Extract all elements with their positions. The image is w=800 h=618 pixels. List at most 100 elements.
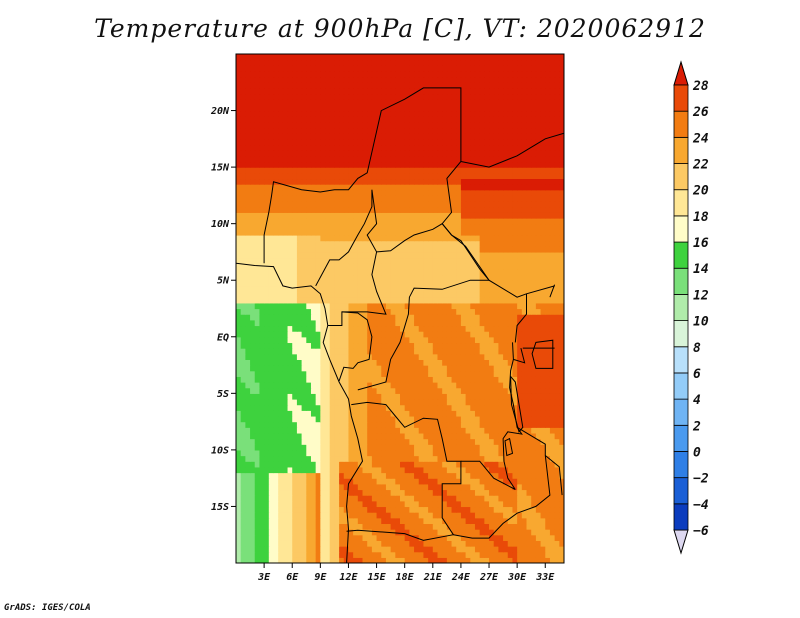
temperature-cell (521, 172, 528, 180)
temperature-cell (503, 189, 509, 196)
temperature-cell (400, 483, 406, 491)
temperature-cell (245, 206, 251, 213)
temperature-cell (390, 234, 396, 242)
temperature-cell (301, 495, 307, 502)
temperature-cell (376, 472, 382, 479)
temperature-cell (517, 472, 523, 479)
temperature-cell (320, 246, 326, 253)
temperature-cell (343, 348, 350, 355)
temperature-cell (484, 172, 490, 180)
temperature-cell (240, 359, 246, 366)
temperature-cell (259, 376, 265, 383)
temperature-cell (236, 342, 242, 349)
temperature-cell (385, 229, 392, 236)
temperature-cell (353, 529, 359, 536)
temperature-cell (423, 432, 429, 440)
temperature-cell (554, 382, 560, 389)
temperature-cell (549, 483, 556, 491)
temperature-cell (540, 268, 546, 276)
temperature-cell (325, 546, 331, 553)
temperature-cell (250, 325, 256, 332)
temperature-cell (343, 331, 350, 338)
temperature-cell (535, 189, 542, 196)
temperature-cell (334, 415, 340, 423)
temperature-cell (531, 472, 537, 479)
temperature-cell (245, 251, 251, 259)
temperature-cell (385, 223, 392, 230)
temperature-cell (273, 540, 279, 547)
temperature-cell (310, 348, 317, 355)
temperature-cell (531, 218, 537, 225)
temperature-cell (414, 348, 420, 355)
temperature-cell (357, 280, 364, 287)
temperature-cell (315, 240, 321, 247)
temperature-cell (385, 478, 392, 485)
temperature-cell (236, 432, 242, 440)
temperature-cell (493, 251, 499, 259)
temperature-cell (484, 529, 490, 536)
temperature-cell (268, 489, 275, 496)
temperature-cell (400, 314, 406, 321)
temperature-cell (470, 551, 476, 558)
temperature-cell (442, 365, 448, 372)
temperature-cell (301, 342, 307, 349)
temperature-cell (301, 331, 307, 338)
temperature-cell (292, 410, 298, 417)
temperature-cell (489, 523, 495, 530)
temperature-cell (357, 184, 364, 191)
temperature-cell (264, 167, 270, 174)
temperature-cell (442, 404, 448, 411)
temperature-cell (348, 393, 354, 400)
temperature-cell (278, 184, 284, 191)
temperature-cell (554, 167, 560, 174)
temperature-cell (381, 398, 387, 406)
temperature-cell (334, 161, 340, 168)
temperature-cell (474, 410, 481, 417)
temperature-cell (395, 461, 401, 468)
temperature-cell (460, 195, 467, 202)
temperature-cell (535, 342, 542, 349)
temperature-cell (446, 285, 453, 293)
temperature-cell (348, 438, 354, 445)
temperature-cell (432, 387, 439, 394)
temperature-cell (250, 444, 256, 451)
temperature-cell (376, 285, 382, 293)
temperature-cell (437, 512, 443, 519)
temperature-cell (470, 223, 476, 230)
temperature-cell (268, 540, 275, 547)
temperature-cell (273, 432, 279, 440)
temperature-cell (432, 478, 439, 485)
temperature-cell (292, 280, 298, 287)
temperature-cell (507, 246, 514, 253)
temperature-cell (460, 551, 467, 558)
temperature-cell (456, 291, 462, 298)
temperature-cell (409, 201, 415, 208)
temperature-cell (479, 251, 485, 259)
temperature-cell (540, 387, 546, 394)
temperature-cell (268, 455, 275, 462)
temperature-cell (493, 246, 499, 253)
temperature-cell (479, 331, 485, 338)
temperature-cell (414, 495, 420, 502)
temperature-cell (512, 546, 518, 553)
temperature-cell (484, 438, 490, 445)
temperature-cell (367, 359, 373, 366)
temperature-cell (460, 302, 467, 310)
temperature-cell (315, 167, 321, 174)
temperature-cell (531, 348, 537, 355)
temperature-cell (362, 359, 368, 366)
temperature-cell (278, 427, 284, 434)
temperature-cell (245, 438, 251, 445)
temperature-cell (301, 302, 307, 310)
temperature-cell (310, 314, 317, 321)
temperature-cell (348, 240, 354, 247)
temperature-cell (296, 489, 303, 496)
temperature-cell (310, 534, 317, 541)
temperature-cell (521, 240, 528, 247)
temperature-cell (526, 421, 532, 428)
temperature-cell (296, 495, 303, 502)
temperature-cell (306, 189, 312, 196)
temperature-cell (306, 161, 312, 168)
temperature-cell (400, 195, 406, 202)
temperature-cell (484, 223, 490, 230)
